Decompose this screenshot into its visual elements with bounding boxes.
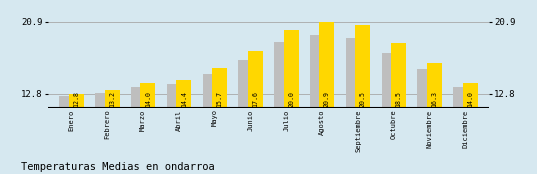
Bar xyxy=(391,43,406,108)
Bar xyxy=(274,42,289,108)
Bar xyxy=(69,94,84,108)
Bar xyxy=(238,60,253,108)
Text: 14.0: 14.0 xyxy=(145,91,151,107)
Text: 17.6: 17.6 xyxy=(252,91,258,107)
Text: 20.5: 20.5 xyxy=(360,91,366,107)
Bar xyxy=(60,96,74,108)
Text: 15.7: 15.7 xyxy=(216,91,222,107)
Bar xyxy=(346,38,361,108)
Bar xyxy=(176,80,191,108)
Text: 14.0: 14.0 xyxy=(467,91,473,107)
Text: 14.4: 14.4 xyxy=(181,91,187,107)
Bar xyxy=(248,51,263,108)
Bar xyxy=(202,74,217,108)
Text: 20.0: 20.0 xyxy=(288,91,294,107)
Bar xyxy=(382,53,396,108)
Bar xyxy=(284,30,299,108)
Text: 20.9: 20.9 xyxy=(324,91,330,107)
Text: 13.2: 13.2 xyxy=(109,91,115,107)
Text: Temperaturas Medias en ondarroa: Temperaturas Medias en ondarroa xyxy=(21,162,215,172)
Bar xyxy=(320,22,335,108)
Bar xyxy=(105,90,120,108)
Text: 12.8: 12.8 xyxy=(74,91,79,107)
Bar xyxy=(167,84,182,108)
Text: 18.5: 18.5 xyxy=(396,91,402,107)
Bar xyxy=(453,87,468,108)
Bar xyxy=(212,68,227,108)
Bar xyxy=(310,35,325,108)
Bar xyxy=(417,69,432,108)
Bar xyxy=(131,87,146,108)
Bar xyxy=(355,25,370,108)
Bar xyxy=(427,63,442,108)
Bar xyxy=(463,83,477,108)
Bar xyxy=(141,83,155,108)
Bar xyxy=(95,93,110,108)
Text: 16.3: 16.3 xyxy=(431,91,437,107)
